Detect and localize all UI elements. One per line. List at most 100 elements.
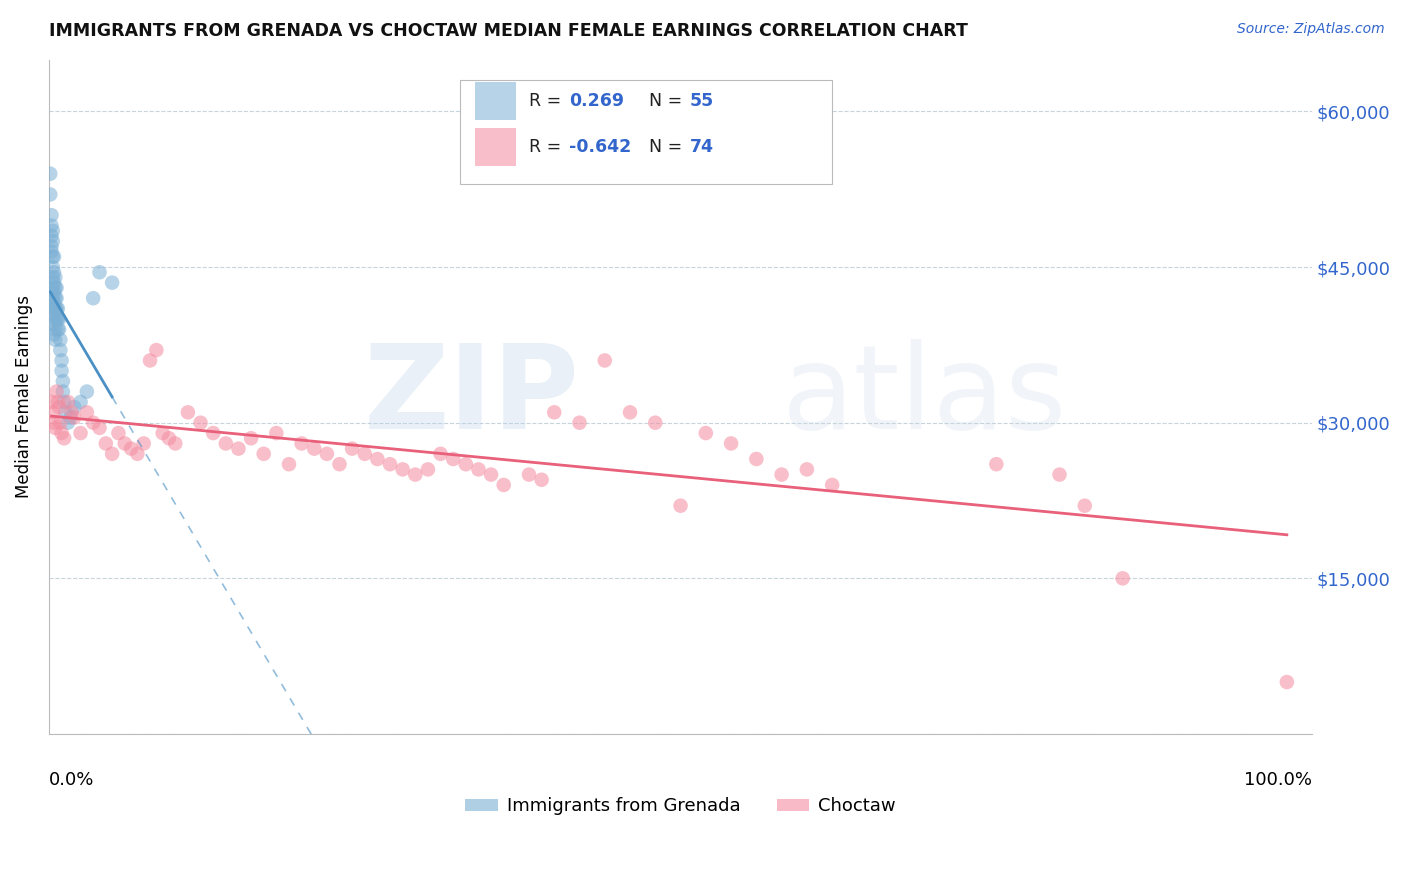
Point — [44, 312, 66, 326]
Point — [492, 478, 515, 492]
Text: 0.269: 0.269 — [569, 92, 624, 110]
Point — [63, 410, 86, 425]
Point — [366, 452, 388, 467]
Point — [543, 405, 565, 419]
Point — [89, 421, 111, 435]
Point — [479, 467, 502, 482]
Point — [45, 384, 67, 399]
Point — [69, 395, 91, 409]
Point — [56, 395, 79, 409]
Point — [101, 447, 124, 461]
Point — [127, 447, 149, 461]
Point — [63, 400, 86, 414]
Point — [378, 457, 401, 471]
Point — [695, 426, 717, 441]
Point — [41, 395, 63, 409]
Point — [215, 436, 238, 450]
Point — [328, 457, 350, 471]
Point — [48, 322, 70, 336]
Point — [45, 312, 67, 326]
Text: -0.642: -0.642 — [569, 138, 631, 156]
Point — [165, 436, 187, 450]
Point — [353, 447, 375, 461]
Text: 0.0%: 0.0% — [49, 771, 94, 789]
Point — [45, 281, 67, 295]
Point — [302, 442, 325, 456]
Text: Source: ZipAtlas.com: Source: ZipAtlas.com — [1237, 22, 1385, 37]
Point — [82, 291, 104, 305]
Point — [44, 270, 66, 285]
Point — [42, 260, 65, 274]
Point — [42, 327, 65, 342]
Point — [89, 265, 111, 279]
Point — [52, 374, 75, 388]
Point — [41, 229, 63, 244]
Point — [291, 436, 314, 450]
Point — [42, 416, 65, 430]
Point — [454, 457, 477, 471]
Point — [157, 431, 180, 445]
Point — [42, 224, 65, 238]
Y-axis label: Median Female Earnings: Median Female Earnings — [15, 295, 32, 499]
Point — [42, 405, 65, 419]
Point — [41, 219, 63, 233]
Point — [404, 467, 426, 482]
Point — [266, 426, 288, 441]
Point — [46, 322, 69, 336]
Point — [39, 187, 62, 202]
Point — [42, 317, 65, 331]
Point — [42, 234, 65, 248]
Point — [720, 436, 742, 450]
Point — [1275, 675, 1298, 690]
Point — [145, 343, 167, 357]
Point — [986, 457, 1008, 471]
Point — [41, 244, 63, 259]
Point — [177, 405, 200, 419]
Point — [46, 312, 69, 326]
Point — [44, 322, 66, 336]
Point — [42, 291, 65, 305]
Point — [42, 301, 65, 316]
Point — [42, 285, 65, 300]
Point — [49, 343, 72, 357]
FancyBboxPatch shape — [475, 82, 516, 120]
Point — [253, 447, 276, 461]
Point — [48, 312, 70, 326]
FancyBboxPatch shape — [460, 79, 832, 185]
FancyBboxPatch shape — [475, 128, 516, 166]
Point — [340, 442, 363, 456]
Text: N =: N = — [650, 92, 688, 110]
Point — [517, 467, 540, 482]
Point — [39, 167, 62, 181]
Point — [49, 333, 72, 347]
Text: N =: N = — [650, 138, 688, 156]
Point — [152, 426, 174, 441]
Point — [44, 421, 66, 435]
Text: 100.0%: 100.0% — [1244, 771, 1312, 789]
Point — [240, 431, 263, 445]
Point — [416, 462, 439, 476]
Point — [644, 416, 666, 430]
Text: 55: 55 — [689, 92, 714, 110]
Point — [51, 426, 73, 441]
Text: atlas: atlas — [782, 339, 1067, 454]
Point — [76, 384, 98, 399]
Point — [46, 301, 69, 316]
Point — [82, 416, 104, 430]
Point — [42, 281, 65, 295]
Point — [315, 447, 337, 461]
Point — [51, 364, 73, 378]
Point — [821, 478, 844, 492]
Point — [52, 384, 75, 399]
Point — [69, 426, 91, 441]
Point — [745, 452, 768, 467]
Point — [94, 436, 117, 450]
Point — [429, 447, 451, 461]
Point — [101, 276, 124, 290]
Point — [76, 405, 98, 419]
Legend: Immigrants from Grenada, Choctaw: Immigrants from Grenada, Choctaw — [458, 790, 903, 822]
Point — [770, 467, 793, 482]
Point — [55, 405, 77, 419]
Point — [441, 452, 464, 467]
Point — [1049, 467, 1071, 482]
